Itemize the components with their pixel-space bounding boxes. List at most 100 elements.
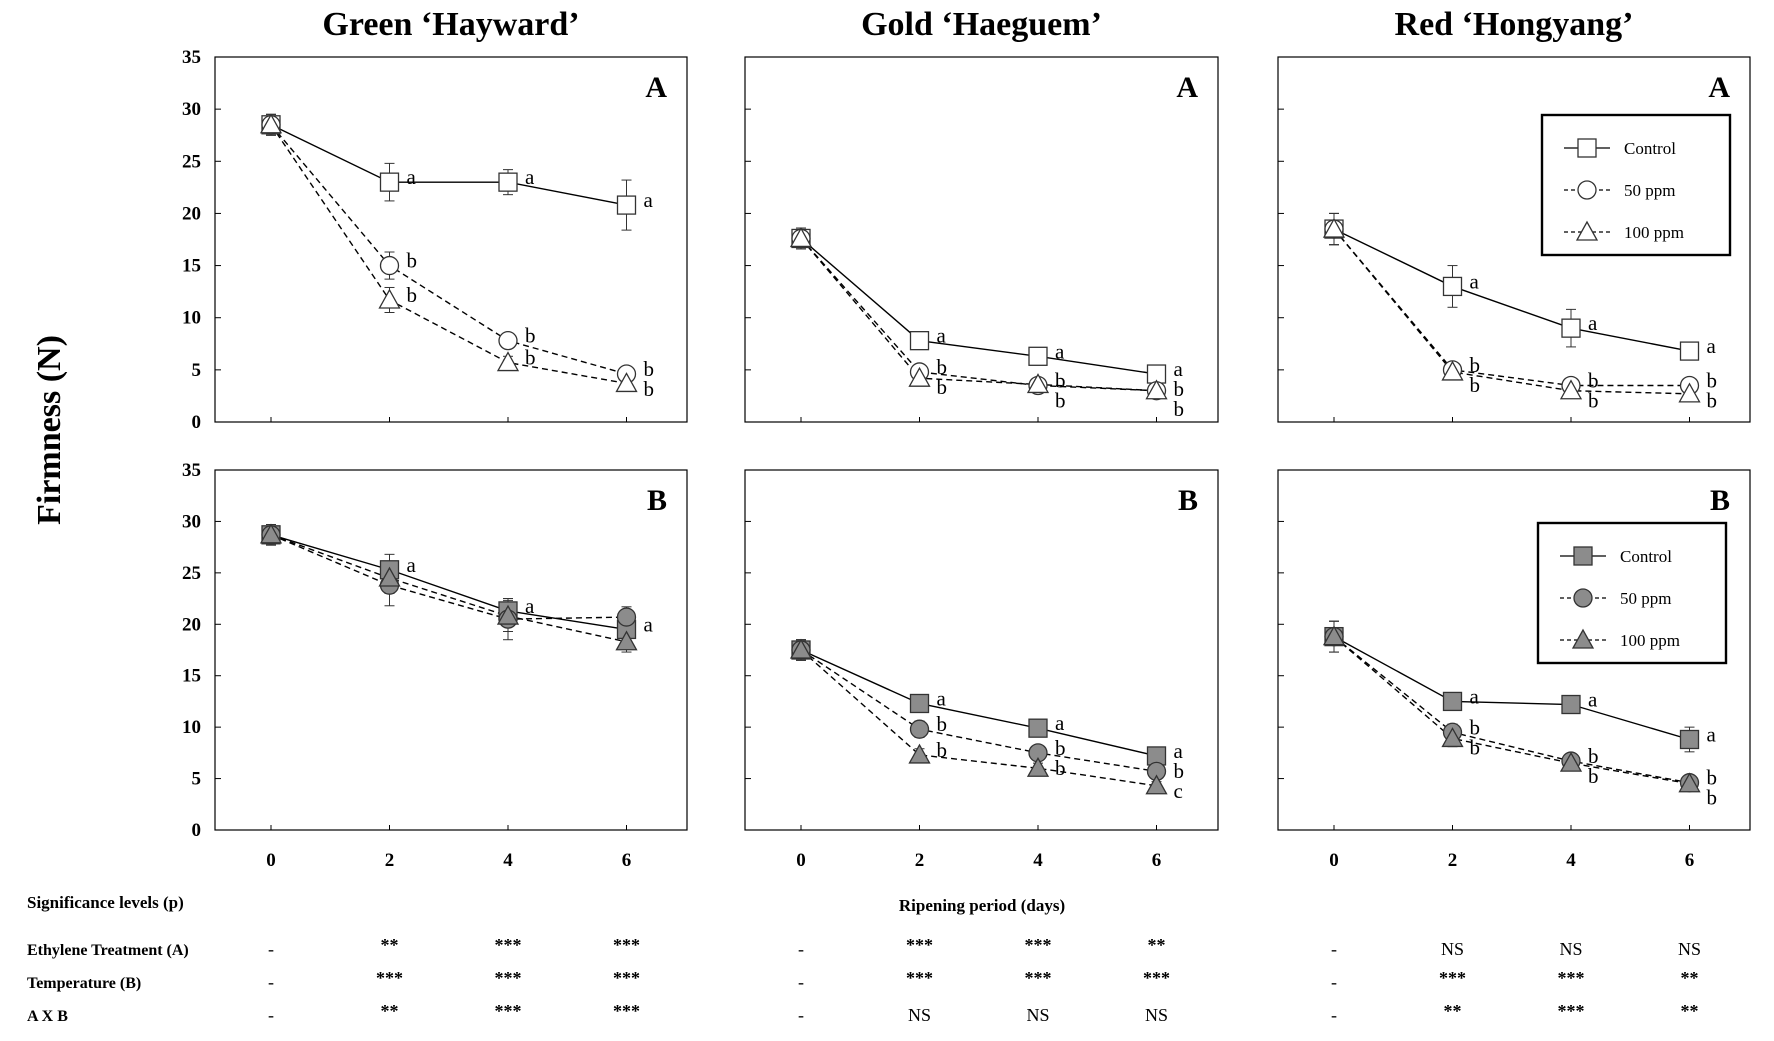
plot-frame [214, 56, 688, 423]
significance-value: - [1331, 1005, 1337, 1025]
series-circle [266, 113, 632, 380]
significance-value: *** [906, 968, 933, 988]
significance-value: - [268, 1005, 274, 1025]
y-tick-label: 35 [182, 47, 201, 68]
series-line [800, 238, 1157, 392]
significance-letter: b [1470, 715, 1481, 739]
significance-letter: a [1174, 357, 1184, 381]
x-tick-label: 0 [266, 850, 276, 871]
legend-marker-triangle [1575, 220, 1599, 241]
y-tick-label: 10 [182, 308, 201, 329]
column-title: Gold ‘Haeguem’ [861, 6, 1102, 43]
significance-letter: b [937, 355, 948, 379]
significance-value: ** [1148, 935, 1166, 955]
series-line [270, 124, 627, 385]
significance-value: NS [1441, 939, 1464, 959]
data-point-triangle [259, 113, 283, 134]
y-axis-label: Firmness (N) [31, 335, 68, 525]
significance-letter: a [1588, 688, 1598, 712]
significance-value: NS [908, 1005, 931, 1025]
significance-value: *** [613, 935, 640, 955]
series-line [1333, 228, 1690, 352]
legend-label: 100 ppm [1620, 631, 1680, 650]
legend-label: 100 ppm [1624, 223, 1684, 242]
significance-letter: a [525, 165, 535, 189]
plot-frame [744, 56, 1219, 423]
significance-letter: a [1470, 269, 1480, 293]
y-tick-label: 0 [192, 820, 202, 841]
significance-letter: b [1588, 744, 1599, 768]
series-line [270, 124, 627, 206]
series-line [800, 649, 1157, 773]
significance-letter: b [1588, 369, 1599, 393]
x-tick-label: 2 [915, 850, 925, 871]
significance-letter: a [937, 686, 947, 710]
significance-letter: b [1055, 756, 1066, 780]
significance-value: ** [1444, 1001, 1462, 1021]
panel-letter: B [1178, 484, 1198, 517]
data-point-triangle [908, 366, 931, 387]
legend-label: 50 ppm [1620, 589, 1671, 608]
series-triangle [266, 113, 632, 389]
significance-letter: c [1174, 779, 1183, 803]
significance-value: *** [1025, 968, 1052, 988]
significance-value: NS [1026, 1005, 1049, 1025]
significance-letter: b [1470, 373, 1481, 397]
series-square [266, 113, 632, 231]
x-tick-label: 0 [1329, 850, 1339, 871]
column-title: Red ‘Hongyang’ [1395, 6, 1634, 43]
x-tick-label: 2 [1448, 850, 1458, 871]
y-tick-label: 20 [182, 203, 201, 224]
x-tick-label: 2 [385, 850, 395, 871]
significance-value: NS [1145, 1005, 1168, 1025]
significance-letter: b [644, 377, 655, 401]
significance-letter: b [525, 324, 536, 348]
sig-row-label-treatment: Ethylene Treatment (A) [27, 942, 189, 959]
panel-letter: B [1710, 484, 1730, 517]
series-circle [266, 524, 632, 641]
significance-value: *** [495, 968, 522, 988]
panel-letter: A [645, 71, 667, 104]
series-triangle [796, 227, 1162, 395]
plot-frame [1277, 56, 1751, 423]
significance-letter: b [407, 283, 418, 307]
x-tick-label: 4 [1033, 850, 1043, 871]
data-point-triangle [908, 743, 931, 764]
legend-label: Control [1624, 139, 1676, 158]
series-triangle [266, 524, 632, 653]
legend: Control 50 ppm 100 ppm [1540, 113, 1732, 257]
significance-value: *** [1025, 935, 1052, 955]
data-point-triangle [1322, 217, 1346, 238]
legend-marker-circle [1577, 180, 1597, 200]
x-tick-label: 0 [796, 850, 806, 871]
data-point-triangle [378, 288, 401, 309]
data-point-circle [379, 255, 400, 276]
data-point-square [1442, 276, 1463, 297]
panel-letter: A [1708, 71, 1730, 104]
significance-value: *** [495, 935, 522, 955]
significance-letter: b [644, 357, 655, 381]
data-point-square [909, 331, 930, 351]
y-tick-label: 5 [192, 769, 202, 790]
legend-marker-circle [1573, 588, 1593, 608]
data-point-square [1561, 694, 1581, 715]
significance-letter: b [407, 249, 418, 273]
significance-letter: b [525, 346, 536, 370]
panel-letter: A [1176, 71, 1198, 104]
significance-value: - [268, 939, 274, 959]
significance-letter: b [1174, 377, 1185, 401]
significance-letter: b [1174, 397, 1185, 421]
legend-marker-square [1573, 546, 1593, 566]
significance-letter: a [1707, 722, 1717, 746]
series-square [266, 524, 632, 646]
data-point-triangle [1322, 625, 1346, 646]
significance-value: *** [1439, 968, 1466, 988]
plot-frame [1277, 469, 1751, 831]
y-tick-label: 35 [182, 460, 201, 481]
data-point-triangle [789, 638, 813, 659]
x-tick-label: 6 [1685, 850, 1695, 871]
significance-value: *** [1558, 1001, 1585, 1021]
